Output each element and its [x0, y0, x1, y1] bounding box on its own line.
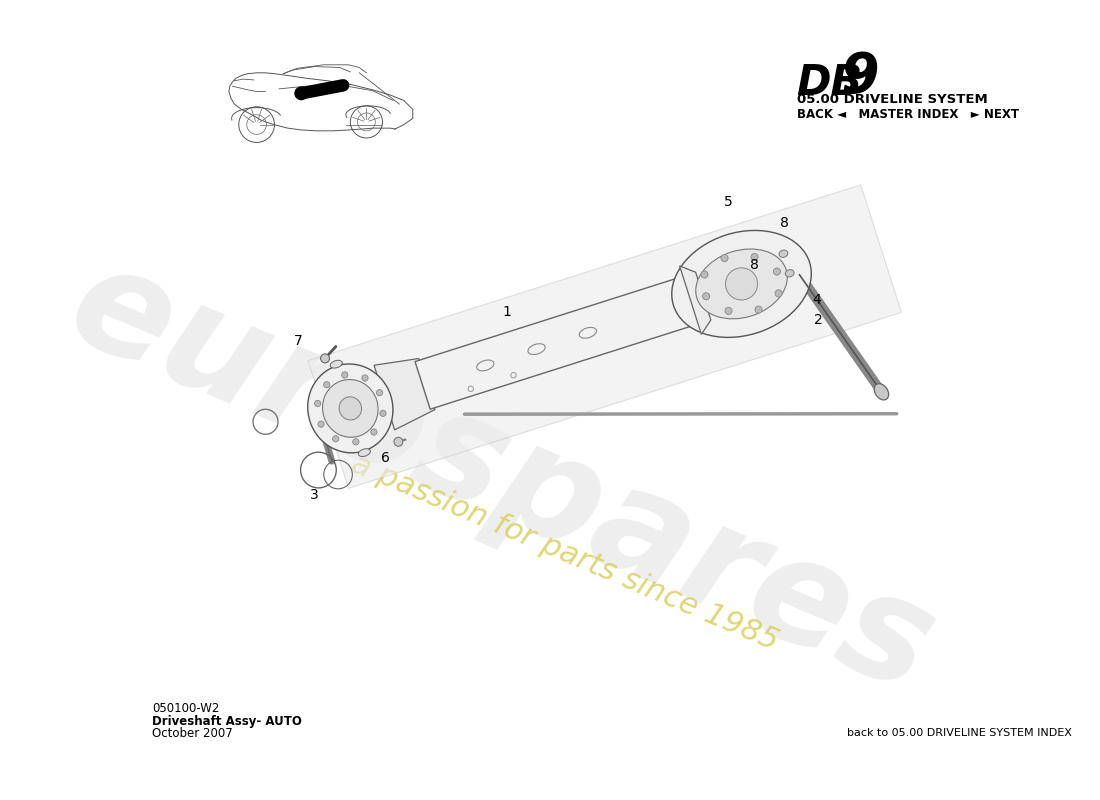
- Circle shape: [342, 372, 348, 378]
- Circle shape: [371, 429, 377, 435]
- Circle shape: [725, 307, 733, 314]
- Text: October 2007: October 2007: [152, 727, 233, 740]
- Ellipse shape: [359, 449, 371, 457]
- Circle shape: [703, 293, 710, 300]
- Circle shape: [726, 268, 758, 300]
- Circle shape: [295, 87, 308, 99]
- Text: 2: 2: [814, 314, 823, 327]
- Circle shape: [339, 81, 348, 90]
- Circle shape: [751, 254, 758, 261]
- Circle shape: [318, 421, 324, 427]
- Text: 3: 3: [309, 488, 318, 502]
- Circle shape: [362, 375, 369, 381]
- Text: back to 05.00 DRIVELINE SYSTEM INDEX: back to 05.00 DRIVELINE SYSTEM INDEX: [847, 728, 1071, 738]
- Text: 1: 1: [503, 305, 512, 318]
- Circle shape: [332, 436, 339, 442]
- Text: 4: 4: [812, 293, 821, 307]
- Text: 8: 8: [780, 215, 789, 230]
- Text: 9: 9: [842, 50, 880, 104]
- Ellipse shape: [695, 249, 788, 319]
- Circle shape: [323, 382, 330, 388]
- Text: BACK ◄   MASTER INDEX   ► NEXT: BACK ◄ MASTER INDEX ► NEXT: [796, 108, 1019, 122]
- Ellipse shape: [874, 384, 889, 400]
- Circle shape: [701, 271, 708, 278]
- Ellipse shape: [330, 360, 342, 368]
- Circle shape: [773, 268, 781, 275]
- Text: DB: DB: [796, 62, 862, 104]
- Text: 050100-W2: 050100-W2: [152, 702, 220, 715]
- Polygon shape: [374, 358, 434, 430]
- Text: 8: 8: [750, 258, 759, 272]
- Polygon shape: [308, 185, 901, 488]
- Circle shape: [394, 438, 403, 446]
- Text: 05.00 DRIVELINE SYSTEM: 05.00 DRIVELINE SYSTEM: [796, 93, 988, 106]
- Circle shape: [320, 354, 330, 363]
- Circle shape: [315, 400, 321, 406]
- Ellipse shape: [322, 379, 378, 438]
- Circle shape: [776, 290, 782, 297]
- Ellipse shape: [779, 250, 788, 258]
- Text: 5: 5: [724, 195, 733, 210]
- Circle shape: [376, 390, 383, 396]
- Text: eurospares: eurospares: [50, 232, 954, 722]
- Ellipse shape: [785, 270, 794, 277]
- Ellipse shape: [308, 364, 393, 453]
- Polygon shape: [415, 271, 715, 410]
- Circle shape: [379, 410, 386, 417]
- Text: Driveshaft Assy- AUTO: Driveshaft Assy- AUTO: [152, 714, 302, 727]
- Ellipse shape: [339, 397, 362, 420]
- Circle shape: [755, 306, 762, 314]
- Circle shape: [353, 438, 359, 445]
- Text: 7: 7: [294, 334, 302, 347]
- Circle shape: [720, 254, 728, 262]
- Text: a passion for parts since 1985: a passion for parts since 1985: [346, 450, 782, 656]
- Polygon shape: [680, 266, 711, 334]
- Text: 6: 6: [381, 451, 389, 465]
- Ellipse shape: [672, 230, 812, 338]
